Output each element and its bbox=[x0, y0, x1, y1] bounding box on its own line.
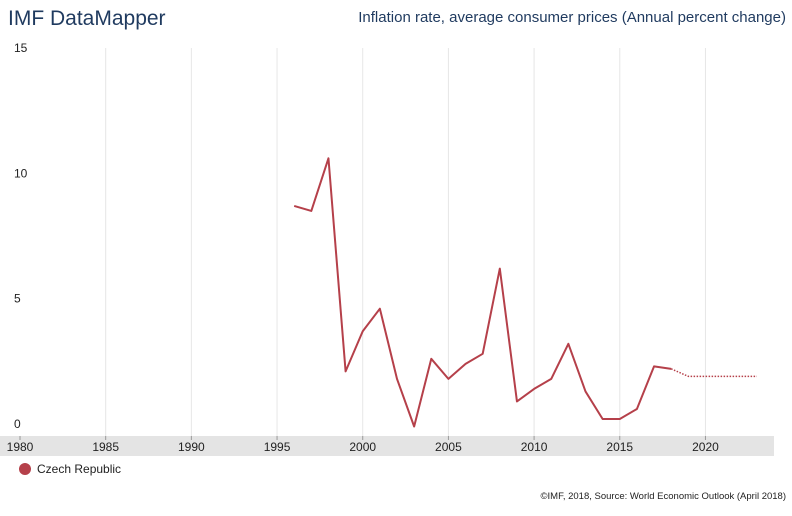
x-tick-label: 2015 bbox=[606, 440, 633, 454]
brand-title: IMF DataMapper bbox=[8, 7, 166, 30]
series-line-projection bbox=[670, 368, 757, 378]
x-tick-label: 1995 bbox=[264, 440, 291, 454]
x-tick-label: 1980 bbox=[7, 440, 34, 454]
x-tick-label: 1985 bbox=[92, 440, 119, 454]
x-tick-label: 2000 bbox=[349, 440, 376, 454]
source-note: ©IMF, 2018, Source: World Economic Outlo… bbox=[540, 491, 786, 502]
x-tick-label: 2005 bbox=[435, 440, 462, 454]
chart-title: Inflation rate, average consumer prices … bbox=[358, 9, 786, 26]
y-tick-label: 0 bbox=[14, 417, 21, 431]
x-tick-label: 1990 bbox=[178, 440, 205, 454]
y-tick-label: 15 bbox=[14, 41, 28, 55]
series-line-czech-republic bbox=[293, 157, 672, 428]
legend-label: Czech Republic bbox=[37, 462, 122, 476]
legend[interactable]: Czech Republic bbox=[19, 462, 121, 476]
y-tick-label: 10 bbox=[14, 166, 28, 180]
y-tick-label: 5 bbox=[14, 292, 21, 306]
x-axis-band bbox=[0, 436, 774, 456]
x-tick-label: 2020 bbox=[692, 440, 719, 454]
legend-marker-icon bbox=[19, 463, 31, 475]
x-tick-label: 2010 bbox=[521, 440, 548, 454]
